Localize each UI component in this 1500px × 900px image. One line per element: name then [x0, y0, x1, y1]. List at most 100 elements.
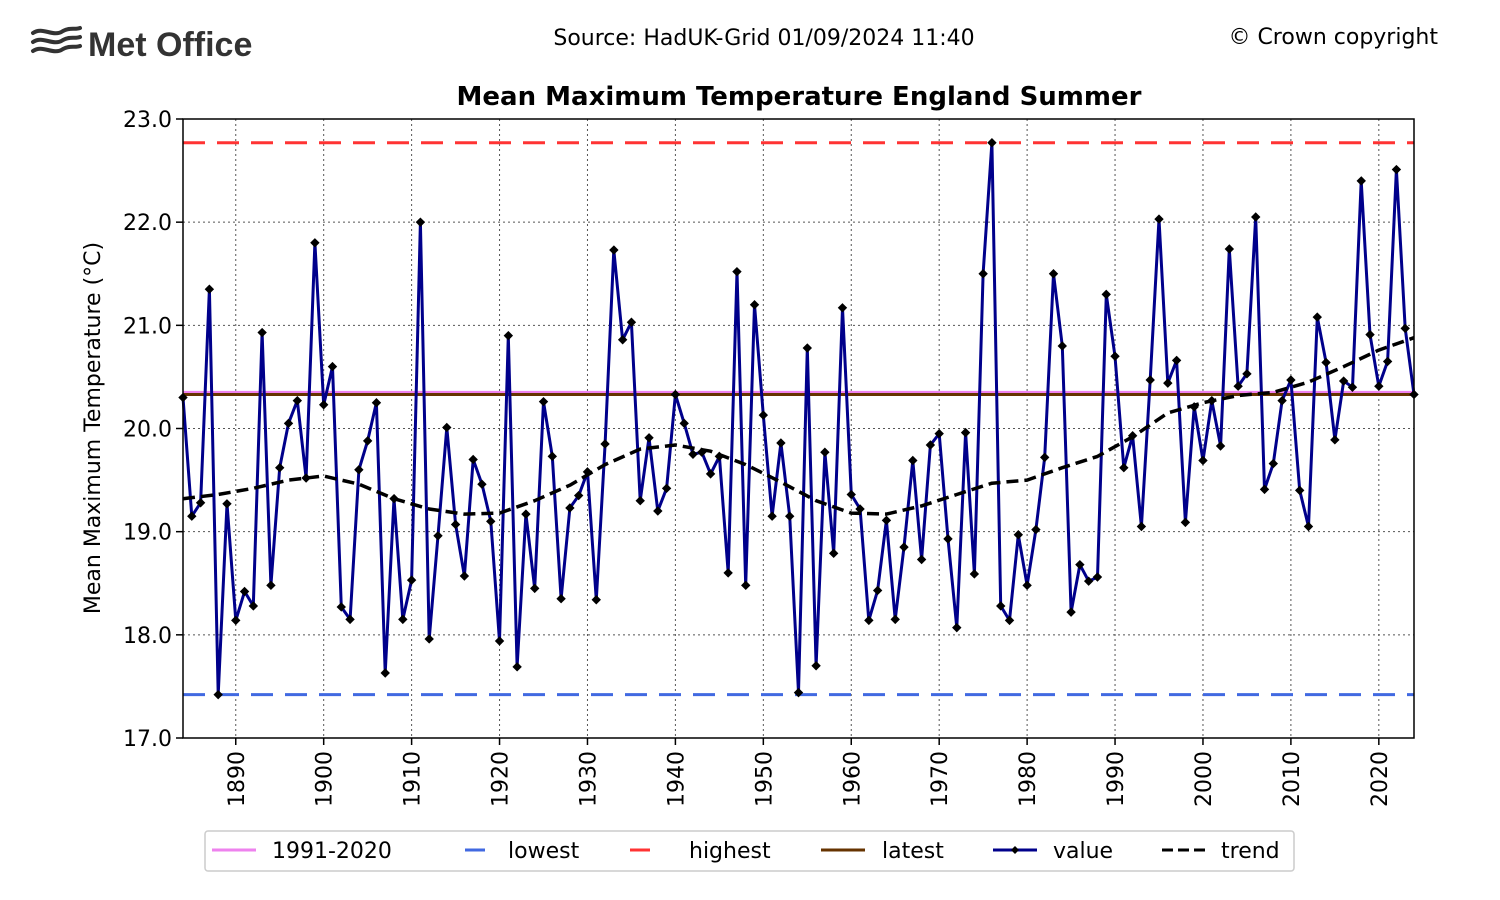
value-point: [275, 462, 285, 473]
source-text: Source: HadUK-Grid 01/09/2024 11:40: [553, 26, 974, 51]
value-point: [1022, 580, 1032, 591]
value-point: [1400, 323, 1410, 334]
value-point: [415, 217, 426, 227]
value-point: [424, 634, 434, 644]
value-point: [811, 661, 821, 671]
x-tick-label: 1990: [1104, 751, 1129, 807]
value-point: [741, 580, 751, 591]
value-point: [1374, 381, 1384, 391]
x-tick-label: 1920: [489, 751, 514, 807]
value-point: [793, 687, 804, 698]
series-layer: [178, 138, 1419, 700]
value-point: [688, 449, 698, 459]
waves-icon: [31, 26, 82, 54]
value-point: [1154, 214, 1164, 224]
value-point: [1347, 382, 1358, 392]
value-point: [960, 427, 971, 438]
value-point: [1303, 521, 1314, 532]
value-point: [1101, 289, 1111, 300]
met-office-logo: Met Office: [31, 26, 252, 64]
x-tick-label: 1970: [928, 751, 953, 807]
legend-label: trend: [1221, 839, 1280, 864]
value-point: [758, 410, 769, 420]
value-point: [1233, 381, 1243, 391]
legend-label: value: [1053, 839, 1113, 864]
value-point: [406, 575, 417, 585]
value-point: [468, 454, 478, 465]
value-point: [266, 580, 276, 591]
x-tick-label: 1890: [225, 751, 250, 807]
value-point: [239, 586, 250, 597]
value-point: [318, 400, 329, 410]
x-tick-label: 2000: [1192, 751, 1217, 807]
value-point: [996, 601, 1006, 611]
value-point: [609, 245, 619, 255]
value-point: [1110, 351, 1120, 361]
value-point: [1198, 455, 1208, 466]
value-point: [573, 490, 584, 501]
y-tick-label: 20.0: [123, 418, 172, 443]
value-point: [828, 548, 839, 559]
value-point: [1242, 369, 1252, 379]
value-point: [433, 531, 443, 541]
value-point: [617, 335, 628, 345]
value-point: [1145, 375, 1155, 385]
value-point: [292, 395, 303, 406]
value-point: [1338, 376, 1349, 386]
legend-label: latest: [882, 839, 944, 864]
value-point: [345, 614, 355, 625]
value-point: [1039, 452, 1050, 463]
legend-marker: [1011, 846, 1019, 854]
reference-lines: [183, 141, 1414, 697]
value-point: [653, 506, 663, 516]
value-point: [512, 662, 522, 672]
value-point: [1048, 269, 1059, 279]
value-point: [776, 438, 786, 448]
value-point: [635, 496, 645, 506]
value-point: [969, 569, 980, 579]
value-point: [767, 511, 777, 521]
value-point: [1083, 576, 1094, 586]
x-tick-label: 1960: [840, 751, 865, 807]
legend-item-1991-2020: 1991-2020: [212, 839, 392, 864]
logo-text: Met Office: [88, 26, 252, 64]
value-point: [204, 284, 215, 294]
y-tick-label: 19.0: [123, 521, 172, 546]
value-point: [1057, 341, 1067, 351]
value-point: [864, 615, 874, 626]
value-point: [257, 327, 267, 338]
legend-item-latest: latest: [821, 839, 944, 864]
value-point: [565, 503, 575, 513]
chart-title: Mean Maximum Temperature England Summer: [457, 82, 1142, 112]
value-point: [398, 614, 408, 625]
value-point: [371, 398, 382, 408]
value-point: [283, 418, 294, 429]
value-point: [934, 428, 944, 439]
value-point: [354, 465, 364, 475]
value-point: [872, 585, 883, 596]
value-point: [556, 594, 566, 604]
value-point: [1321, 357, 1331, 368]
value-point: [1171, 355, 1182, 366]
value-point: [362, 436, 373, 446]
x-axis: 1890 1900 1910 1920 1930 1940 1950 1960 1970 1980…: [225, 738, 1393, 807]
value-point: [222, 499, 232, 509]
x-tick-label: 1930: [576, 751, 601, 807]
value-point: [1268, 458, 1279, 469]
value-point: [626, 317, 637, 327]
value-point: [1365, 329, 1375, 340]
value-point: [336, 602, 346, 612]
value-point: [1180, 517, 1191, 528]
value-point: [1294, 485, 1305, 496]
value-point: [943, 534, 953, 544]
value-point: [732, 266, 742, 277]
legend-label: highest: [689, 839, 771, 864]
trend-line: [182, 336, 1415, 516]
legend-box: [204, 830, 1295, 872]
x-tick-label: 1900: [313, 751, 338, 807]
value-point: [1215, 441, 1226, 451]
value-point: [1136, 521, 1147, 532]
value-point: [1163, 378, 1173, 388]
value-point: [705, 469, 716, 479]
value-point: [1277, 395, 1287, 406]
